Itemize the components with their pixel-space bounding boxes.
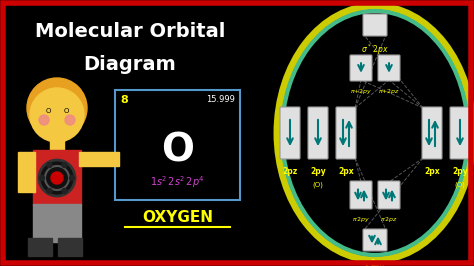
Text: $\pi\,2py$: $\pi\,2py$ xyxy=(352,215,370,224)
Text: (O): (O) xyxy=(312,181,323,188)
Text: $\pi{+}2py$: $\pi{+}2py$ xyxy=(350,87,373,96)
Text: $\pi{+}2pz$: $\pi{+}2pz$ xyxy=(378,87,400,96)
FancyBboxPatch shape xyxy=(350,55,372,81)
Bar xyxy=(115,90,240,200)
Circle shape xyxy=(51,172,63,184)
Text: 2py: 2py xyxy=(310,167,326,176)
Circle shape xyxy=(70,176,74,181)
Circle shape xyxy=(30,88,84,142)
FancyBboxPatch shape xyxy=(308,107,328,159)
Circle shape xyxy=(39,176,45,181)
Bar xyxy=(50,138,64,152)
Text: $1s^2\,2s^2\,2p^4$: $1s^2\,2s^2\,2p^4$ xyxy=(150,174,205,190)
Text: $\pi\,2pz$: $\pi\,2pz$ xyxy=(380,215,398,224)
FancyBboxPatch shape xyxy=(363,229,387,251)
Text: O: O xyxy=(64,108,69,114)
Circle shape xyxy=(47,189,52,193)
FancyBboxPatch shape xyxy=(336,107,356,159)
Bar xyxy=(18,152,35,192)
Text: (O): (O) xyxy=(455,181,465,188)
Bar xyxy=(33,150,81,205)
Circle shape xyxy=(27,78,87,138)
Text: 15.999: 15.999 xyxy=(206,95,235,104)
FancyBboxPatch shape xyxy=(450,107,470,159)
Text: 2px: 2px xyxy=(338,167,354,176)
Text: 8: 8 xyxy=(120,95,128,105)
Text: O: O xyxy=(161,131,194,169)
Circle shape xyxy=(65,115,75,125)
Circle shape xyxy=(62,163,67,168)
Ellipse shape xyxy=(277,6,473,260)
Text: Molecular Orbital: Molecular Orbital xyxy=(35,22,225,41)
Text: 2px: 2px xyxy=(424,167,440,176)
Bar xyxy=(79,152,119,166)
FancyBboxPatch shape xyxy=(280,107,300,159)
Text: O: O xyxy=(46,108,51,114)
Circle shape xyxy=(62,189,67,193)
Text: 2pz: 2pz xyxy=(283,167,298,176)
Text: 2py: 2py xyxy=(452,167,468,176)
Ellipse shape xyxy=(282,11,468,255)
FancyBboxPatch shape xyxy=(378,55,400,81)
FancyBboxPatch shape xyxy=(378,181,400,209)
Text: Diagram: Diagram xyxy=(83,55,176,74)
Text: OXYGEN: OXYGEN xyxy=(142,210,213,226)
Bar xyxy=(58,238,82,256)
Text: $\sigma\,2px$: $\sigma\,2px$ xyxy=(364,257,386,266)
FancyBboxPatch shape xyxy=(422,107,442,159)
Text: $\sigma^*\,2px$: $\sigma^*\,2px$ xyxy=(361,43,389,57)
Bar xyxy=(33,204,81,242)
FancyBboxPatch shape xyxy=(363,14,387,36)
Circle shape xyxy=(47,163,52,168)
FancyBboxPatch shape xyxy=(350,181,372,209)
Bar xyxy=(28,238,52,256)
Circle shape xyxy=(39,115,49,125)
Circle shape xyxy=(39,160,75,196)
